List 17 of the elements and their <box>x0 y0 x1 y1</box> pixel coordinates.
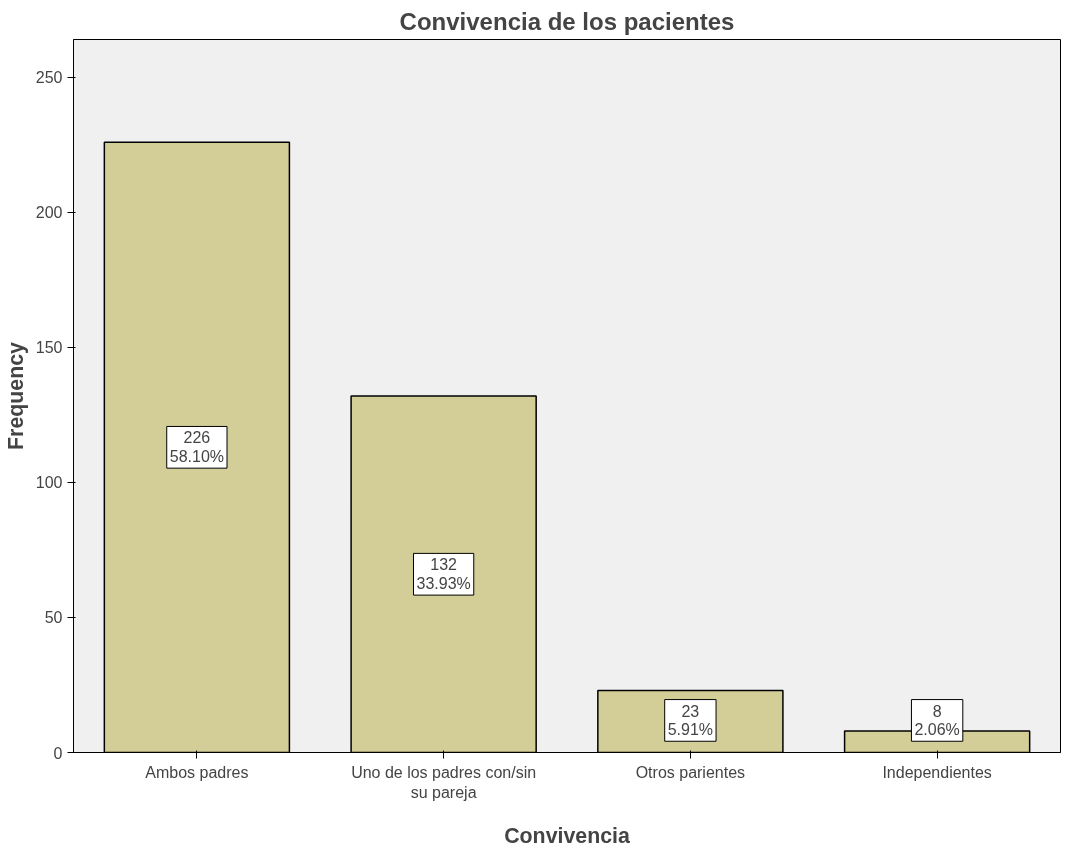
chart-title: Convivencia de los pacientes <box>399 7 735 35</box>
data-label: 23 5.91% <box>667 702 714 739</box>
y-tick-label: 200 <box>35 204 63 222</box>
y-tick-label: 0 <box>53 744 63 762</box>
y-tick-label: 150 <box>35 339 63 357</box>
x-tick-label: Independientes <box>882 763 992 781</box>
data-label: 226 58.10% <box>169 429 225 466</box>
x-tick-label: Ambos padres <box>145 763 249 781</box>
x-tick-label: Uno de los padres con/sin su pareja <box>351 763 537 801</box>
data-label: 8 2.06% <box>914 702 960 739</box>
y-tick-label: 50 <box>44 609 63 627</box>
y-tick-label: 250 <box>35 69 63 87</box>
x-axis-title: Convivencia <box>504 823 630 848</box>
y-axis-title: Frequency <box>3 341 28 450</box>
y-tick-label: 100 <box>35 474 63 492</box>
data-label: 132 33.93% <box>416 556 471 593</box>
x-tick-label: Otros parientes <box>635 763 746 781</box>
